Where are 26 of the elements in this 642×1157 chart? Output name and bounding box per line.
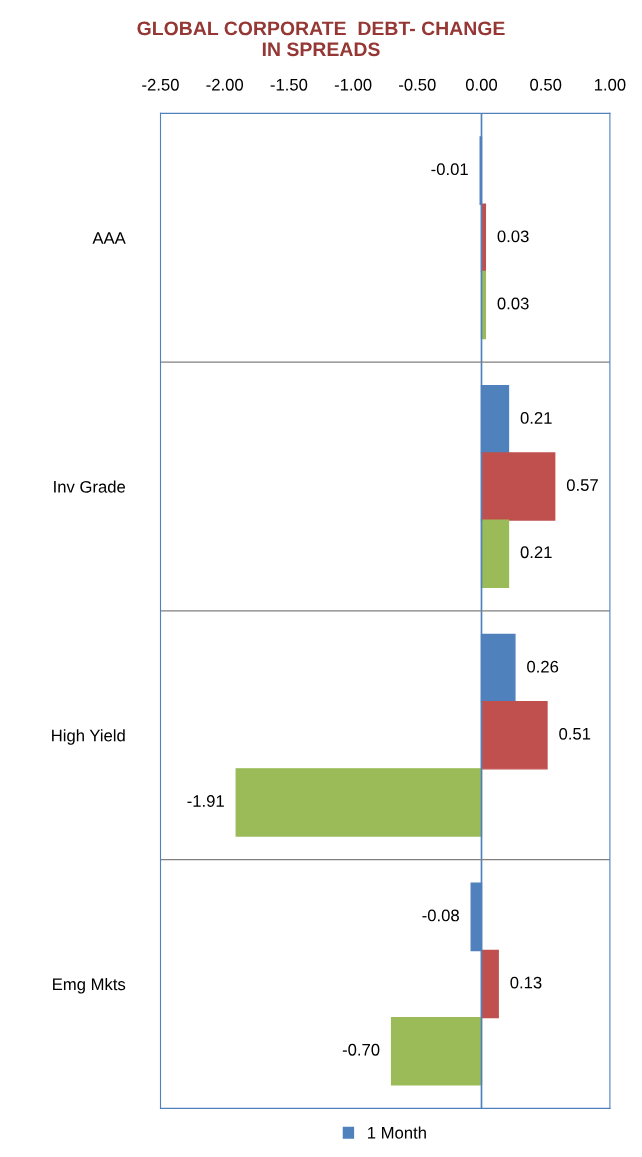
data-label: 0.57: [566, 479, 598, 491]
data-label: 0.51: [559, 727, 591, 740]
y-tick-label: Emg Mkts: [53, 977, 126, 994]
x-tick-label: -1.00: [334, 78, 372, 91]
data-label: -0.01: [431, 163, 468, 176]
data-label: 0.13: [510, 976, 542, 989]
data-label: 0.03: [497, 297, 529, 310]
chart-title: GLOBAL CORPORATE DEBT- CHANGE IN SPREADS: [137, 21, 505, 57]
y-tick-label: High Yield: [52, 729, 125, 745]
x-tick-label: 1.00: [594, 78, 626, 91]
x-tick-label: -2.50: [142, 78, 179, 91]
data-label: 0.26: [527, 660, 559, 673]
data-label: -1.91: [187, 795, 224, 807]
x-tick-label: -0.50: [399, 78, 436, 91]
x-tick-label: 0.00: [465, 78, 498, 91]
y-tick-label: AAA: [92, 232, 126, 244]
x-tick-label: -2.00: [206, 78, 244, 91]
legend-label: 1 Month: [368, 1126, 426, 1139]
data-label: 0.21: [520, 546, 552, 559]
y-tick-label: Inv Grade: [54, 480, 126, 493]
data-label: -0.70: [342, 1043, 380, 1056]
data-label: 0.03: [497, 230, 529, 243]
x-tick-label: 0.50: [530, 78, 562, 91]
x-tick-label: -1.50: [270, 78, 308, 91]
data-label: -0.08: [422, 909, 459, 922]
data-label: 0.21: [520, 412, 552, 424]
